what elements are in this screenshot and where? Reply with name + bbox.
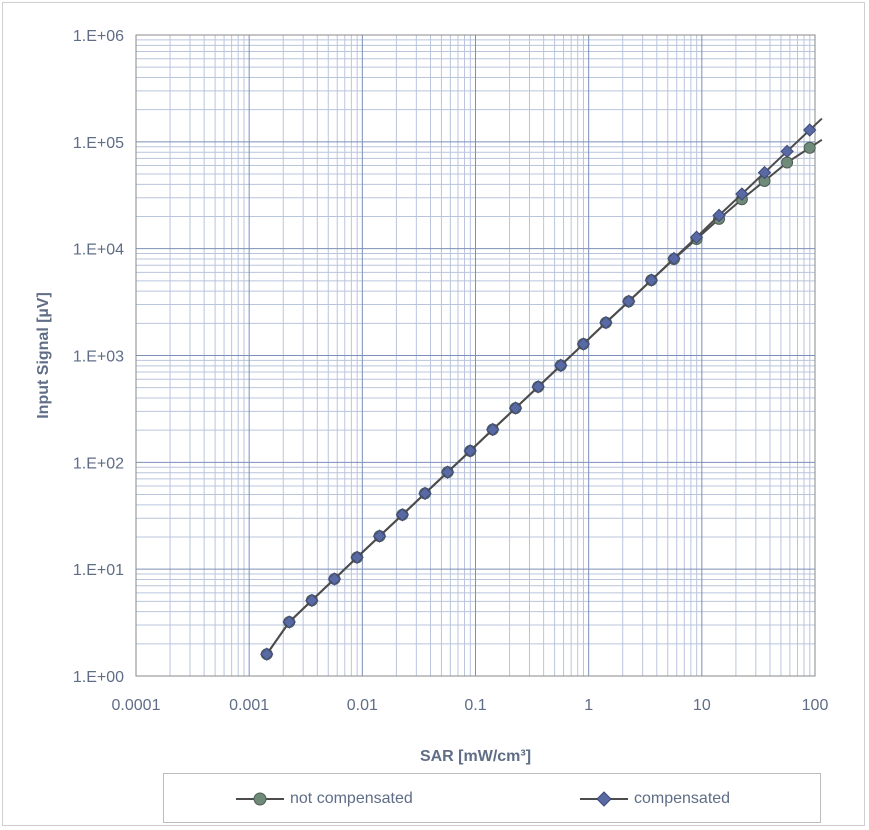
x-tick-label: 0.0001 [112, 697, 161, 714]
data-point-diamond [803, 123, 817, 137]
data-point-diamond [780, 144, 794, 159]
data-point-diamond [757, 165, 772, 180]
data-point-diamond [735, 187, 749, 201]
y-tick-label: 1.E+03 [73, 349, 124, 366]
series-line [265, 146, 811, 655]
y-axis-ticks: 1.E+00 1.E+01 1.E+02 1.E+03 1.E+04 1.E+05 1.E+… [73, 28, 124, 686]
data-point-diamond [440, 465, 455, 479]
y-tick-label: 1.E+04 [73, 242, 124, 259]
legend-label-compensated: compensated [634, 790, 731, 807]
data-point-diamond [712, 208, 726, 223]
x-tick-label: 0.01 [347, 697, 378, 714]
data-point-diamond [418, 486, 432, 501]
data-point-diamond [689, 230, 704, 244]
x-tick-label: 0.001 [229, 697, 269, 714]
data-point-circle [781, 156, 794, 169]
y-tick-label: 1.E+01 [73, 562, 124, 579]
legend-circle-marker-icon [236, 792, 284, 806]
data-point-diamond [644, 273, 659, 287]
x-axis-ticks: 0.0001 0.001 0.01 0.1 1 10 100 [112, 697, 829, 714]
data-point-diamond [463, 444, 477, 458]
data-point-diamond [327, 572, 342, 586]
x-tick-label: 100 [802, 697, 829, 714]
legend-entry-compensated: compensated [578, 788, 730, 810]
y-tick-label: 1.E+00 [73, 669, 124, 686]
data-point-diamond [531, 380, 545, 394]
legend-entry-not-compensated: not compensated [234, 788, 413, 810]
legend-diamond-marker-icon [580, 791, 628, 807]
data-point-diamond [508, 401, 523, 415]
data-point-diamond [395, 508, 410, 522]
data-point-diamond [305, 593, 319, 608]
series-compensated [260, 117, 823, 661]
x-tick-label: 1 [584, 697, 593, 714]
data-point-diamond [260, 647, 274, 661]
data-point-diamond [350, 550, 364, 565]
y-tick-label: 1.E+05 [73, 135, 124, 152]
line-chart: 0.0001 0.001 0.01 0.1 1 10 100 1.E+001.E+011.E… [35, 28, 829, 765]
x-tick-label: 0.1 [464, 697, 486, 714]
legend: not compensated compensated [163, 773, 821, 823]
data-point-diamond [372, 529, 387, 543]
x-axis-title: SAR [mW/cm³] [420, 748, 531, 765]
data-point-diamond [622, 294, 636, 309]
data-point-circle [803, 141, 816, 154]
plot-area-border [135, 34, 816, 677]
series-not-compensated [260, 138, 823, 661]
x-tick-label: 10 [693, 697, 711, 714]
data-point-diamond [599, 315, 613, 330]
data-point-diamond [667, 251, 681, 266]
data-point-diamond [486, 422, 500, 437]
data-point-diamond [554, 358, 568, 373]
y-axis-title: Input Signal [µV] [35, 292, 52, 419]
legend-label-not-compensated: not compensated [290, 790, 413, 807]
data-point-diamond [576, 337, 591, 351]
data-point-diamond [282, 615, 296, 629]
series-layer [260, 117, 823, 661]
y-tick-label: 1.E+06 [73, 28, 124, 45]
y-tick-label: 1.E+02 [73, 455, 124, 472]
